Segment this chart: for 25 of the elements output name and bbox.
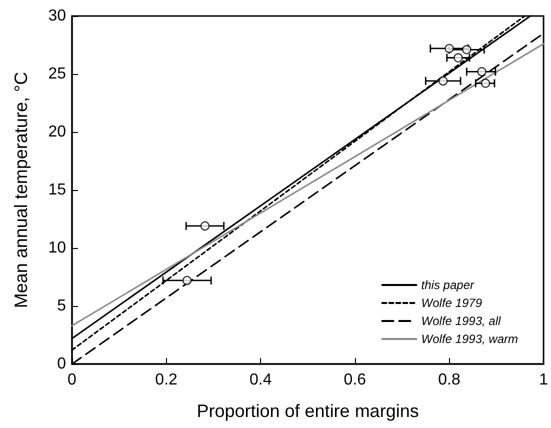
y-tick-label: 25 xyxy=(48,66,66,82)
y-tick-label: 15 xyxy=(48,182,66,198)
x-tick-label: 0.4 xyxy=(249,372,272,388)
y-tick-label: 10 xyxy=(48,240,66,256)
x-tick-label: 1 xyxy=(539,372,548,388)
legend-label: Wolfe 1993, warm xyxy=(421,332,518,346)
point xyxy=(200,221,210,231)
point xyxy=(182,276,192,286)
x-tick-label: 0 xyxy=(68,372,77,388)
point xyxy=(480,78,490,88)
x-tick-label: 0.6 xyxy=(344,372,366,388)
y-tick-label: 5 xyxy=(57,298,66,314)
y-tick-label: 30 xyxy=(48,8,66,24)
point xyxy=(438,76,448,86)
y-tick-label: 0 xyxy=(57,356,66,372)
x-axis-title: Proportion of entire margins xyxy=(196,401,419,421)
y-tick-label: 20 xyxy=(48,124,66,140)
legend-label: this paper xyxy=(421,278,475,292)
x-tick-label: 0.2 xyxy=(155,372,178,388)
legend-label: Wolfe 1993, all xyxy=(421,314,502,328)
point xyxy=(477,67,486,76)
y-axis-title: Mean annual temperature, °C xyxy=(11,72,31,308)
x-tick-label: 0.8 xyxy=(438,372,460,388)
point xyxy=(454,53,463,62)
legend-label: Wolfe 1979 xyxy=(421,296,482,310)
